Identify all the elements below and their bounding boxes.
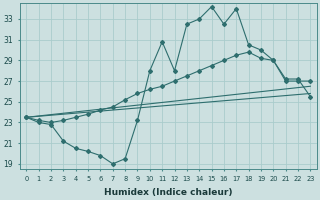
- X-axis label: Humidex (Indice chaleur): Humidex (Indice chaleur): [104, 188, 233, 197]
